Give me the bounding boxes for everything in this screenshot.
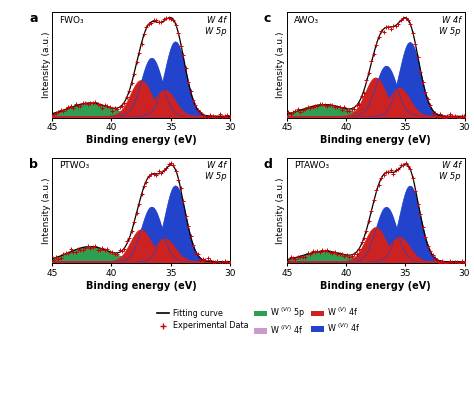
Text: W 4f
W 5p: W 4f W 5p [439, 16, 461, 36]
Text: W 4f
W 5p: W 4f W 5p [205, 161, 226, 181]
X-axis label: Binding energy (eV): Binding energy (eV) [320, 280, 431, 291]
Text: PTAWO₃: PTAWO₃ [294, 161, 329, 170]
Text: W 4f
W 5p: W 4f W 5p [439, 161, 461, 181]
Text: PTWO₃: PTWO₃ [59, 161, 90, 170]
Y-axis label: Intensity (a.u.): Intensity (a.u.) [42, 177, 51, 244]
Text: b: b [29, 158, 38, 171]
Text: AWO₃: AWO₃ [294, 16, 319, 25]
Text: W 4f
W 5p: W 4f W 5p [205, 16, 226, 36]
X-axis label: Binding energy (eV): Binding energy (eV) [86, 280, 196, 291]
Y-axis label: Intensity (a.u.): Intensity (a.u.) [276, 32, 285, 99]
Text: d: d [264, 158, 273, 171]
Text: FWO₃: FWO₃ [59, 16, 84, 25]
Y-axis label: Intensity (a.u.): Intensity (a.u.) [276, 177, 285, 244]
Y-axis label: Intensity (a.u.): Intensity (a.u.) [42, 32, 51, 99]
Legend: Fitting curve, Experimental Data, W $^{(VI)}$ 5p, W $^{(IV)}$ 4f, W $^{(V)}$ 4f,: Fitting curve, Experimental Data, W $^{(… [156, 306, 360, 336]
Text: a: a [29, 12, 37, 25]
Text: c: c [264, 12, 271, 25]
X-axis label: Binding energy (eV): Binding energy (eV) [320, 135, 431, 145]
X-axis label: Binding energy (eV): Binding energy (eV) [86, 135, 196, 145]
